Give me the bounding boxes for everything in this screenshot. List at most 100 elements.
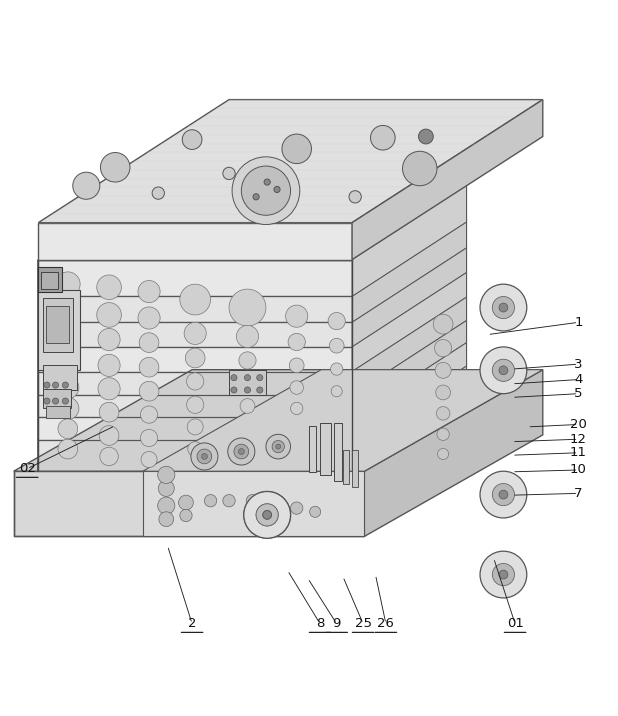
Circle shape	[56, 272, 80, 296]
Bar	[43, 389, 71, 408]
Circle shape	[159, 512, 174, 526]
Circle shape	[418, 129, 433, 144]
Circle shape	[97, 303, 121, 327]
Circle shape	[243, 491, 290, 538]
Polygon shape	[352, 343, 467, 440]
Circle shape	[437, 428, 449, 440]
Circle shape	[141, 452, 157, 468]
Bar	[143, 471, 365, 536]
Circle shape	[433, 314, 453, 334]
Circle shape	[329, 339, 344, 353]
Circle shape	[436, 407, 450, 420]
Circle shape	[100, 448, 118, 465]
Circle shape	[56, 327, 80, 352]
Circle shape	[57, 397, 79, 420]
Circle shape	[62, 382, 69, 388]
Bar	[38, 372, 352, 395]
Circle shape	[97, 275, 121, 299]
Circle shape	[232, 157, 300, 225]
Circle shape	[44, 398, 50, 404]
Polygon shape	[352, 297, 467, 395]
Circle shape	[266, 435, 290, 459]
Circle shape	[266, 498, 278, 511]
Circle shape	[272, 440, 284, 453]
Polygon shape	[352, 180, 467, 471]
Bar	[352, 450, 358, 487]
Polygon shape	[352, 248, 467, 347]
Circle shape	[256, 374, 263, 381]
Bar	[38, 260, 352, 296]
Circle shape	[58, 419, 78, 439]
Text: 10: 10	[570, 463, 587, 476]
Circle shape	[493, 483, 514, 505]
Circle shape	[246, 495, 258, 507]
Circle shape	[98, 377, 120, 400]
Circle shape	[328, 312, 345, 329]
Text: 01: 01	[507, 617, 523, 630]
Bar	[38, 440, 352, 471]
Circle shape	[286, 305, 308, 327]
Circle shape	[57, 353, 79, 375]
Bar	[320, 422, 331, 475]
Bar	[334, 422, 342, 481]
Circle shape	[138, 281, 160, 303]
Circle shape	[241, 166, 290, 216]
Bar	[38, 290, 80, 370]
Bar	[38, 223, 352, 260]
Circle shape	[480, 551, 527, 598]
Circle shape	[331, 386, 342, 397]
Circle shape	[58, 439, 78, 459]
Circle shape	[101, 153, 130, 182]
Text: 2: 2	[188, 617, 197, 630]
Circle shape	[493, 359, 514, 382]
Bar	[43, 298, 73, 352]
Circle shape	[243, 491, 290, 538]
Circle shape	[140, 406, 158, 423]
Circle shape	[493, 296, 514, 319]
Text: 5: 5	[574, 387, 583, 400]
Polygon shape	[352, 366, 467, 471]
Circle shape	[499, 490, 508, 499]
Circle shape	[274, 186, 280, 193]
Circle shape	[244, 374, 250, 381]
Circle shape	[184, 322, 206, 344]
Circle shape	[256, 504, 278, 526]
Bar	[38, 296, 352, 322]
Circle shape	[240, 399, 255, 413]
Circle shape	[179, 495, 193, 510]
Circle shape	[499, 570, 508, 579]
Polygon shape	[352, 222, 467, 322]
Circle shape	[480, 284, 527, 331]
Circle shape	[290, 381, 303, 395]
Bar	[14, 471, 365, 536]
Bar	[46, 406, 70, 418]
Circle shape	[290, 502, 303, 514]
Circle shape	[158, 480, 174, 496]
Circle shape	[239, 448, 244, 455]
Circle shape	[223, 495, 235, 507]
Polygon shape	[352, 273, 467, 372]
Circle shape	[310, 506, 321, 518]
Circle shape	[371, 125, 395, 150]
Polygon shape	[365, 369, 543, 536]
Circle shape	[53, 398, 59, 404]
Circle shape	[244, 387, 250, 393]
Text: 12: 12	[570, 432, 587, 445]
Circle shape	[288, 334, 305, 351]
Circle shape	[73, 173, 100, 199]
Circle shape	[499, 366, 508, 374]
Text: 11: 11	[570, 446, 587, 459]
Circle shape	[139, 333, 159, 352]
Circle shape	[140, 430, 158, 447]
Circle shape	[98, 329, 120, 351]
Circle shape	[98, 354, 120, 377]
Circle shape	[290, 402, 303, 415]
Text: 20: 20	[570, 418, 587, 431]
Bar	[41, 272, 58, 289]
Circle shape	[331, 363, 343, 375]
Bar	[229, 370, 266, 395]
Circle shape	[480, 347, 527, 394]
Circle shape	[438, 448, 449, 460]
Circle shape	[180, 284, 211, 315]
Circle shape	[180, 509, 192, 522]
